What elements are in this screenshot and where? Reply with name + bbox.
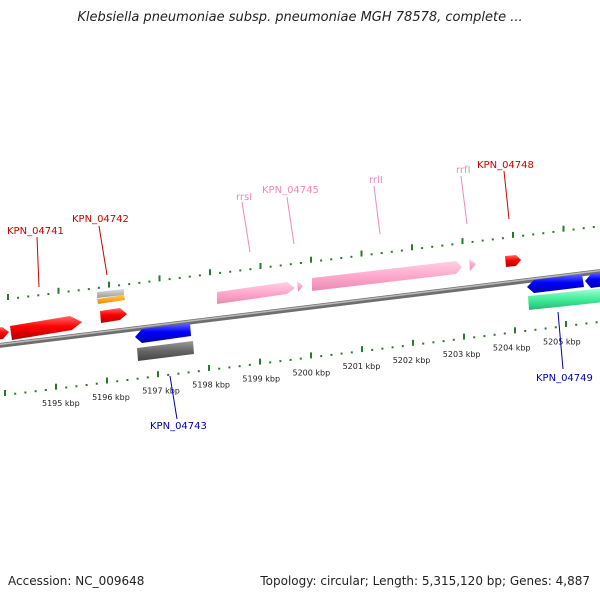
feature-labels: KPN_04741 KPN_04742 rrsI KPN_04745 rrlI …	[7, 160, 593, 432]
scale-tick-label: 5201 kbp	[343, 362, 381, 371]
genome-backbone-highlight	[0, 269, 600, 346]
gene-small-orange-box[interactable]	[97, 295, 125, 304]
gene-green-feature-box[interactable]	[528, 288, 600, 310]
rrna-rrli-arrow[interactable]	[312, 261, 462, 291]
rrna-trna-small-arrow[interactable]	[297, 281, 303, 292]
forward-tick-track	[7, 225, 595, 300]
gene-kpn-04750-arrow[interactable]	[585, 272, 600, 288]
genome-backbone	[0, 269, 600, 348]
gene-kpn-04741-arrow[interactable]	[10, 316, 82, 340]
label-kpn-04748[interactable]: KPN_04748	[477, 160, 534, 171]
scale-tick-label: 5195 kbp	[42, 399, 80, 408]
rrna-rrfi-arrow[interactable]	[469, 259, 476, 271]
gene-kpn-04740-arrow[interactable]	[0, 327, 9, 340]
label-rrfi[interactable]: rrfI	[456, 165, 471, 176]
scale-tick-label: 5196 kbp	[92, 393, 130, 402]
label-kpn-04745[interactable]: KPN_04745	[262, 185, 319, 196]
rrna-rrsi-arrow[interactable]	[217, 282, 295, 304]
label-kpn-04741[interactable]: KPN_04741	[7, 226, 64, 237]
map-title: Klebsiella pneumoniae subsp. pneumoniae …	[77, 10, 523, 25]
label-kpn-04742[interactable]: KPN_04742	[72, 214, 129, 225]
accession-text: Accession: NC_009648	[8, 574, 145, 588]
label-rrli[interactable]: rrlI	[369, 175, 383, 186]
label-kpn-04743[interactable]: KPN_04743	[150, 421, 207, 432]
gene-kpn-04749-arrow[interactable]	[527, 274, 584, 293]
gene-kpn-04748-arrow[interactable]	[505, 255, 521, 267]
scale-tick-label: 5202 kbp	[393, 356, 431, 365]
gene-kpn-04743-arrow[interactable]	[135, 323, 191, 343]
scale-tick-label: 5200 kbp	[293, 368, 331, 377]
label-rrsi[interactable]: rrsI	[236, 192, 252, 203]
scale-tick-label: 5204 kbp	[493, 344, 531, 353]
scale-tick-label: 5197 kbp	[142, 387, 180, 396]
scale-labels: 5195 kbp 5196 kbp 5197 kbp 5198 kbp 5199 kbp…	[42, 338, 581, 409]
gene-small-gray-box[interactable]	[97, 289, 124, 298]
gene-kpn-04742-arrow[interactable]	[100, 308, 127, 323]
scale-tick-track	[4, 321, 598, 396]
scale-tick-label: 5198 kbp	[192, 381, 230, 390]
scale-tick-label: 5203 kbp	[443, 350, 481, 359]
scale-tick-label: 5205 kbp	[543, 338, 581, 347]
scale-tick-label: 5199 kbp	[242, 374, 280, 383]
topology-summary: Topology: circular; Length: 5,315,120 bp…	[260, 574, 590, 588]
gene-kpn-04744-pseudo-box[interactable]	[137, 341, 194, 361]
label-kpn-04749[interactable]: KPN_04749	[536, 373, 593, 384]
